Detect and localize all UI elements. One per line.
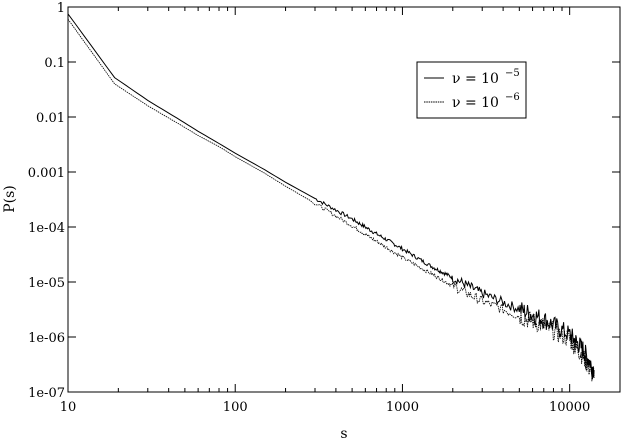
- y-tick-label: 0.1: [44, 56, 65, 71]
- x-axis-ticks: 10 100 1000 10000: [60, 7, 621, 415]
- y-axis-label: P(s): [2, 185, 18, 213]
- y-tick-label: 0.01: [36, 111, 65, 126]
- x-tick-label: 1000: [386, 400, 419, 415]
- y-axis-ticks: 1 0.1 0.01 0.001 1e-04 1e-05 1e-06 1e-07: [28, 1, 620, 401]
- y-tick-label: 0.001: [28, 166, 65, 181]
- legend-label-0: ν = 10: [452, 71, 499, 87]
- x-tick-label: 10000: [549, 400, 590, 415]
- y-tick-label: 1e-05: [28, 276, 65, 291]
- x-axis-label: s: [340, 426, 347, 442]
- y-tick-label: 1: [57, 1, 65, 16]
- x-tick-label: 100: [223, 400, 248, 415]
- x-tick-label: 10: [60, 400, 77, 415]
- plot-area-frame: [67, 6, 621, 393]
- y-tick-label: 1e-06: [28, 331, 65, 346]
- y-tick-label: 1e-04: [28, 221, 65, 236]
- legend-label-1: ν = 10: [452, 95, 499, 111]
- y-tick-label: 1e-07: [28, 386, 65, 401]
- series-line-1: [67, 18, 595, 382]
- legend: ν = 10 −5 ν = 10 −6: [416, 61, 527, 119]
- series-layer: [67, 13, 595, 382]
- legend-exponent-1: −6: [505, 92, 520, 103]
- legend-box: [416, 61, 527, 119]
- legend-exponent-0: −5: [505, 68, 520, 79]
- series-line-0: [67, 13, 595, 378]
